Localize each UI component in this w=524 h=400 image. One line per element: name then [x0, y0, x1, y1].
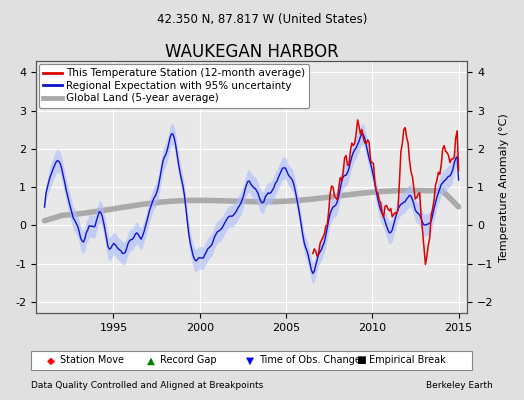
Text: ▲: ▲	[147, 355, 155, 366]
Y-axis label: Temperature Anomaly (°C): Temperature Anomaly (°C)	[499, 113, 509, 262]
Text: Empirical Break: Empirical Break	[369, 355, 446, 366]
Legend: This Temperature Station (12-month average), Regional Expectation with 95% uncer: This Temperature Station (12-month avera…	[39, 64, 309, 108]
Text: Data Quality Controlled and Aligned at Breakpoints: Data Quality Controlled and Aligned at B…	[31, 381, 264, 390]
Text: ▼: ▼	[246, 355, 254, 366]
Text: Record Gap: Record Gap	[160, 355, 216, 366]
Text: ■: ■	[356, 355, 366, 366]
Text: 42.350 N, 87.817 W (United States): 42.350 N, 87.817 W (United States)	[157, 13, 367, 26]
Text: Station Move: Station Move	[60, 355, 124, 366]
Text: Berkeley Earth: Berkeley Earth	[426, 381, 493, 390]
Text: ◆: ◆	[47, 355, 55, 366]
Title: WAUKEGAN HARBOR: WAUKEGAN HARBOR	[165, 43, 339, 61]
Text: Time of Obs. Change: Time of Obs. Change	[259, 355, 361, 366]
